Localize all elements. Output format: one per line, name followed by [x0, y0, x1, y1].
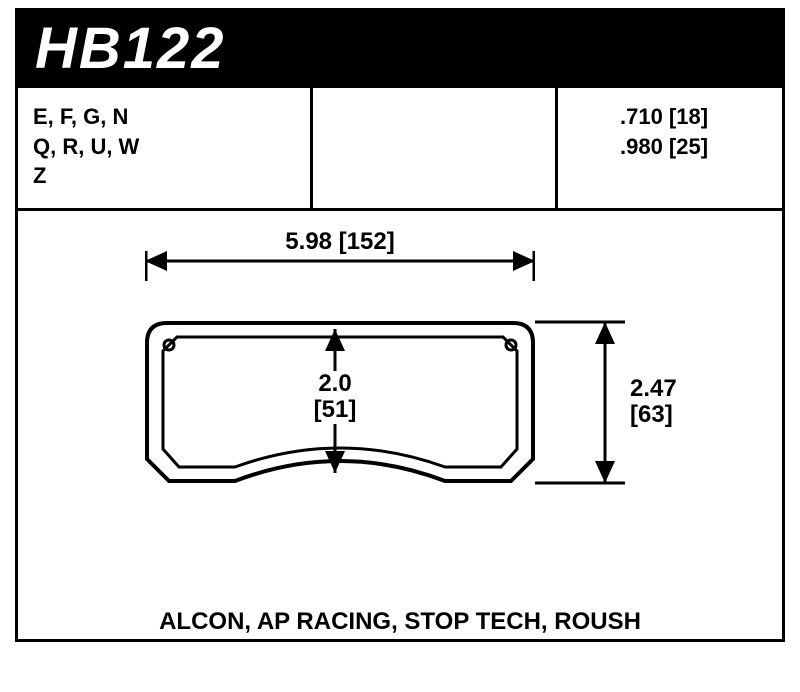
- codes-line-2: Q, R, U, W: [33, 132, 292, 162]
- info-divider-2: [555, 88, 558, 208]
- caliper-brands: ALCON, AP RACING, STOP TECH, ROUSH: [15, 608, 785, 636]
- codes-line-1: E, F, G, N: [33, 102, 292, 132]
- friction-height-label: 2.0 [51]: [295, 371, 375, 424]
- thickness-options: .710 [18] .980 [25]: [570, 88, 785, 175]
- info-divider-1: [310, 88, 313, 208]
- thickness-line-2: .980 [25]: [620, 132, 767, 162]
- thickness-line-1: .710 [18]: [620, 102, 767, 132]
- compound-codes: E, F, G, N Q, R, U, W Z: [15, 88, 310, 205]
- codes-line-3: Z: [33, 161, 292, 191]
- header-bar: HB122: [15, 8, 785, 88]
- info-row: E, F, G, N Q, R, U, W Z .710 [18] .980 […: [15, 88, 785, 208]
- part-number: HB122: [35, 15, 226, 82]
- diagram-area: 5.98 [152] 2.0 [51] 2.47 [63]: [15, 211, 785, 601]
- overall-height-label: 2.47 [63]: [630, 376, 710, 429]
- width-dimension-label: 5.98 [152]: [240, 229, 440, 255]
